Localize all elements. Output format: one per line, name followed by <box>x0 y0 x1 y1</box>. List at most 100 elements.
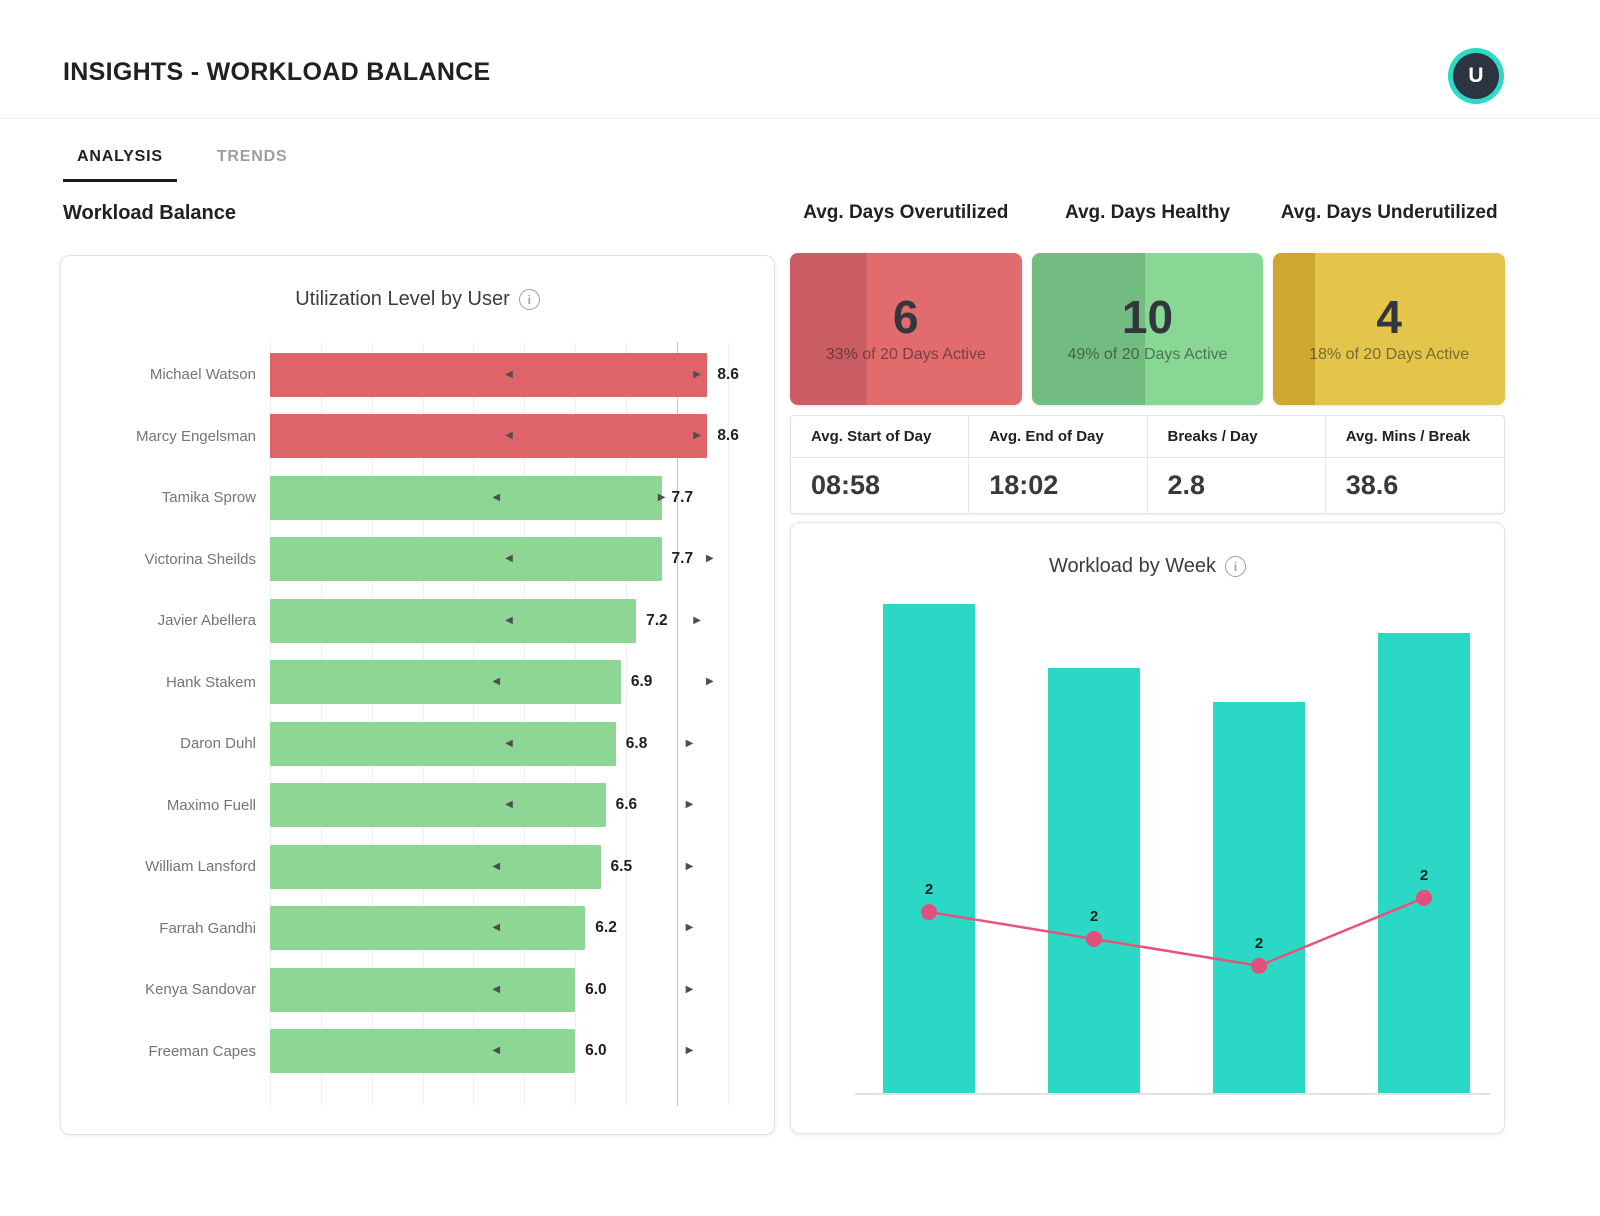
week-line <box>928 896 1425 968</box>
min-marker-icon: ◀ <box>492 1045 501 1057</box>
week-bar[interactable] <box>883 604 975 1093</box>
utilization-row-plot: ◀ ▶ 8.6 <box>270 406 748 468</box>
table-value-start-of-day: 08:58 <box>791 458 970 513</box>
utilization-value-label: 6.0 <box>585 980 607 998</box>
utilization-bar[interactable] <box>270 414 708 459</box>
utilization-value-label: 7.7 <box>671 550 694 568</box>
utilization-bar[interactable] <box>270 721 616 766</box>
utilization-value-label: 6.8 <box>625 734 648 752</box>
tab-bar: ANALYSIS TRENDS <box>63 138 301 182</box>
utilization-bar[interactable] <box>270 475 662 520</box>
min-marker-icon: ◀ <box>492 676 501 688</box>
user-name-label: Victorina Sheilds <box>144 550 256 568</box>
table-header-start-of-day: Avg. Start of Day <box>791 416 970 458</box>
utilization-bar[interactable] <box>270 598 637 643</box>
week-point-label: 2 <box>1254 934 1264 952</box>
week-x-axis <box>855 1093 1490 1095</box>
utilization-bar[interactable] <box>270 906 586 951</box>
user-name-label: William Lansford <box>145 858 256 876</box>
utilization-bar[interactable] <box>270 783 606 828</box>
utilization-chart-title-text: Utilization Level by User <box>295 288 510 310</box>
user-name-label: Javier Abellera <box>157 612 256 630</box>
user-name-label: Freeman Capes <box>148 1042 256 1060</box>
week-bar[interactable] <box>1213 701 1305 1093</box>
max-marker-icon: ▶ <box>685 860 694 872</box>
user-name-label: Marcy Engelsman <box>135 427 256 445</box>
stat-value: 6 <box>893 291 919 343</box>
utilization-chart: Michael Watson ◀ ▶ 8.6 Marcy Engelsman ◀ ▶ 8.6 T… <box>81 342 754 1106</box>
week-chart-title: Workload by Week i <box>791 555 1504 578</box>
utilization-row-plot: ◀ ▶ 6.0 <box>270 1021 748 1083</box>
utilization-value-label: 6.2 <box>595 919 617 937</box>
min-marker-icon: ◀ <box>505 737 513 749</box>
utilization-row: Michael Watson ◀ ▶ 8.6 <box>81 344 748 406</box>
tab-analysis[interactable]: ANALYSIS <box>63 138 177 182</box>
user-name-label: Michael Watson <box>149 366 256 384</box>
user-name-label: Kenya Sandovar <box>145 981 256 999</box>
week-bar[interactable] <box>1378 633 1470 1093</box>
min-marker-icon: ◀ <box>505 368 513 380</box>
utilization-row-plot: ◀ ▶ 7.7 <box>270 467 748 529</box>
utilization-row: William Lansford ◀ ▶ 6.5 <box>81 836 748 898</box>
utilization-value-label: 6.9 <box>630 673 653 691</box>
user-name-label: Daron Duhl <box>180 735 256 753</box>
min-marker-icon: ◀ <box>492 860 501 872</box>
header-divider <box>0 118 1600 119</box>
min-marker-icon: ◀ <box>505 614 513 626</box>
stat-card-overutilized: 6 33% of 20 Days Active <box>790 253 1022 405</box>
utilization-bar[interactable] <box>270 1029 576 1074</box>
utilization-row-plot: ◀ ▶ 8.6 <box>270 344 748 406</box>
utilization-value-label: 7.2 <box>646 611 668 629</box>
utilization-chart-title: Utilization Level by User i <box>61 288 774 311</box>
user-name-label: Maximo Fuell <box>166 796 256 814</box>
page-title: INSIGHTS - WORKLOAD BALANCE <box>63 58 491 86</box>
stat-cards-row: 6 33% of 20 Days Active 10 49% of 20 Day… <box>790 253 1505 405</box>
tab-trends[interactable]: TRENDS <box>216 148 288 165</box>
user-avatar[interactable]: U <box>1448 48 1504 104</box>
utilization-value-label: 7.7 <box>671 488 694 506</box>
min-marker-icon: ◀ <box>492 983 501 995</box>
utilization-row: Hank Stakem ◀ ▶ 6.9 <box>81 652 748 714</box>
week-point-label: 2 <box>1419 866 1429 884</box>
max-marker-icon: ▶ <box>685 799 694 811</box>
utilization-card: Utilization Level by User i Michael Wats… <box>60 255 775 1135</box>
min-marker-icon: ◀ <box>505 799 513 811</box>
table-value-mins-per-break: 38.6 <box>1345 470 1399 500</box>
utilization-row-plot: ◀ ▶ 6.2 <box>270 898 748 960</box>
table-header-breaks-per-day: Breaks / Day <box>1147 416 1326 458</box>
utilization-row-plot: ◀ ▶ 6.8 <box>270 713 748 775</box>
table-header-end-of-day: Avg. End of Day <box>969 416 1148 458</box>
utilization-bar[interactable] <box>270 537 662 582</box>
info-icon[interactable]: i <box>1225 556 1247 577</box>
stat-title-healthy: Avg. Days Healthy <box>1064 202 1231 223</box>
stat-subtext: 49% of 20 Days Active <box>1067 346 1228 363</box>
utilization-value-label: 6.0 <box>585 1042 607 1060</box>
avatar-initial: U <box>1453 53 1499 99</box>
stat-value: 4 <box>1376 291 1402 343</box>
min-marker-icon: ◀ <box>492 922 501 934</box>
info-icon[interactable]: i <box>518 289 540 310</box>
min-marker-icon: ◀ <box>492 491 501 503</box>
utilization-row: Tamika Sprow ◀ ▶ 7.7 <box>81 467 748 529</box>
user-name-label: Farrah Gandhi <box>159 919 256 937</box>
utilization-row: Victorina Sheilds ◀ ▶ 7.7 <box>81 529 748 591</box>
max-marker-icon: ▶ <box>685 737 694 749</box>
stat-card-healthy: 10 49% of 20 Days Active <box>1031 253 1264 405</box>
utilization-bar[interactable] <box>270 352 708 397</box>
stat-title-underutilized: Avg. Days Underutilized <box>1280 202 1498 223</box>
utilization-bar[interactable] <box>270 660 621 705</box>
threshold-line <box>676 342 678 1106</box>
table-header-mins-per-break: Avg. Mins / Break <box>1325 416 1504 458</box>
stat-subtext: 18% of 20 Days Active <box>1309 346 1470 363</box>
utilization-bar[interactable] <box>270 967 576 1012</box>
utilization-bar[interactable] <box>270 844 601 889</box>
utilization-row: Daron Duhl ◀ ▶ 6.8 <box>81 713 748 775</box>
utilization-row-plot: ◀ ▶ 6.0 <box>270 959 748 1021</box>
utilization-row-plot: ◀ ▶ 6.9 <box>270 652 748 714</box>
max-marker-icon: ▶ <box>706 553 714 565</box>
table-value-breaks-per-day: 2.8 <box>1148 458 1326 513</box>
stat-card-underutilized: 4 18% of 20 Days Active <box>1273 253 1505 405</box>
week-point-label: 2 <box>1089 907 1099 925</box>
week-bar[interactable] <box>1048 667 1140 1093</box>
utilization-row-plot: ◀ ▶ 6.5 <box>270 836 748 898</box>
